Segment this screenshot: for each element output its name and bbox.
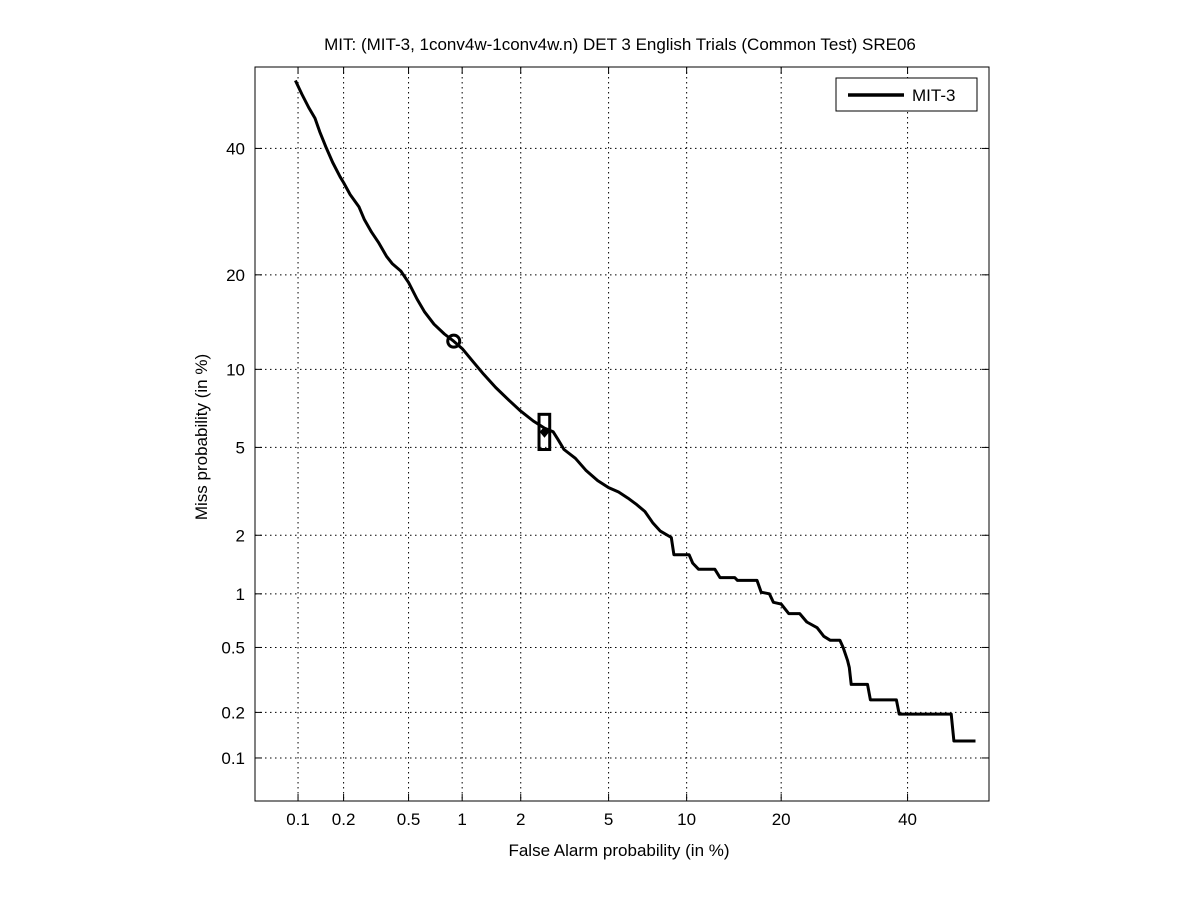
series-line-mit-3 (294, 79, 976, 743)
x-tick-label: 0.5 (397, 810, 421, 829)
x-tick-label: 20 (772, 810, 791, 829)
y-tick-label: 5 (236, 438, 245, 457)
x-tick-label: 5 (604, 810, 613, 829)
operating-point-markers (446, 333, 552, 452)
y-tick-label: 0.1 (221, 749, 245, 768)
marker-diamond (539, 426, 550, 438)
plot-background (255, 67, 989, 801)
x-tick-label: 40 (898, 810, 917, 829)
legend-box (835, 77, 978, 112)
series-layer (294, 79, 976, 743)
x-tick-label: 0.1 (286, 810, 310, 829)
x-tick-label: 2 (516, 810, 525, 829)
y-tick-label: 20 (226, 266, 245, 285)
x-axis-label: False Alarm probability (in %) (508, 841, 729, 860)
legend: MIT-3 (835, 77, 978, 112)
marker-circle (446, 333, 462, 349)
chart-title: MIT: (MIT-3, 1conv4w-1conv4w.n) DET 3 En… (324, 35, 916, 54)
ticks (255, 67, 989, 801)
y-tick-labels: 0.1 0.2 0.5 1 2 5 10 20 40 (221, 139, 245, 768)
y-tick-label: 40 (226, 139, 245, 158)
x-tick-label: 1 (457, 810, 466, 829)
y-tick-label: 1 (236, 585, 245, 604)
y-axis-label: Miss probability (in %) (192, 354, 211, 520)
y-tick-label: 0.5 (221, 638, 245, 657)
y-tick-label: 10 (226, 360, 245, 379)
legend-label-mit-3: MIT-3 (912, 86, 955, 105)
x-tick-label: 0.2 (332, 810, 356, 829)
y-tick-label: 0.2 (221, 703, 245, 722)
marker-box (537, 412, 552, 452)
y-tick-label: 2 (236, 526, 245, 545)
plot-frame (254, 66, 990, 802)
x-tick-label: 10 (677, 810, 696, 829)
x-tick-labels: 0.1 0.2 0.5 1 2 5 10 20 40 (286, 810, 917, 829)
